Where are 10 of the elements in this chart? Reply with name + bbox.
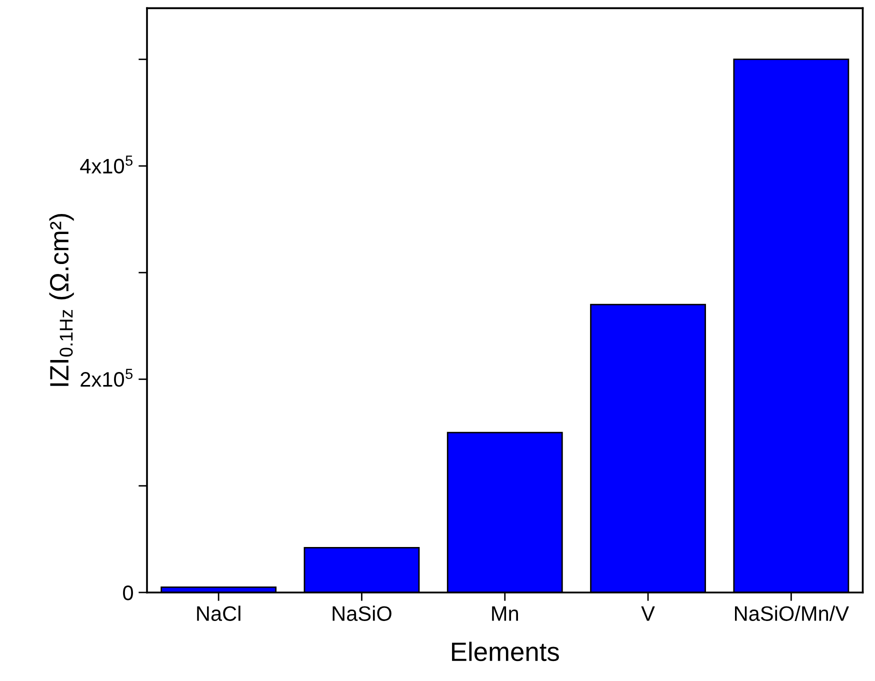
x-tick-label: NaSiO — [332, 606, 392, 621]
x-axis-title: Elements — [452, 642, 559, 662]
x-tick-label: Mn — [492, 606, 518, 621]
y-tick-label: 4x10$^{5}$ — [80, 156, 133, 174]
x-tick-label: NaSiO/Mn/V — [735, 606, 849, 621]
x-tick-label: NaCl — [197, 606, 240, 621]
x-tick-label: V — [641, 606, 655, 621]
y-tick-label: 2x10$^{5}$ — [80, 368, 133, 387]
y-axis-title: IZI$_{0.1Hz}$ (Ω.cm²) — [49, 214, 74, 386]
y-tick-label: 0 — [123, 585, 133, 600]
